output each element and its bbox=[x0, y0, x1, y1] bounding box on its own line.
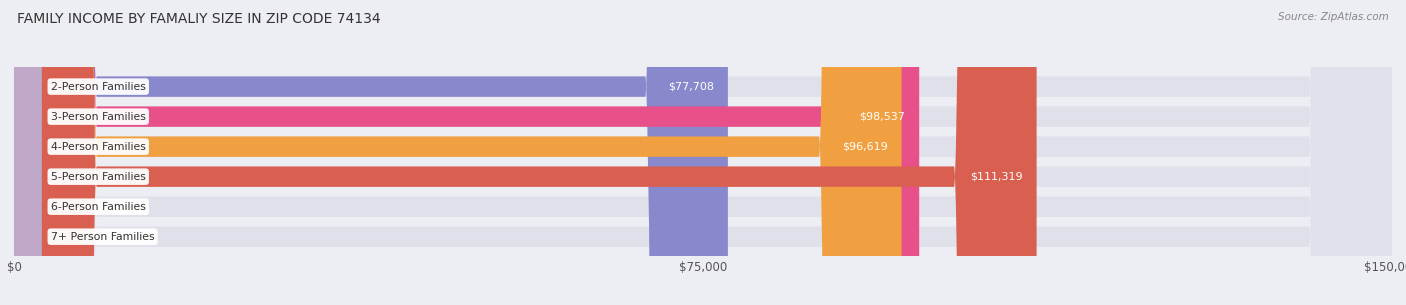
FancyBboxPatch shape bbox=[14, 0, 1392, 305]
FancyBboxPatch shape bbox=[14, 0, 1392, 305]
Text: 2-Person Families: 2-Person Families bbox=[51, 82, 146, 92]
FancyBboxPatch shape bbox=[14, 0, 1036, 305]
Text: $77,708: $77,708 bbox=[668, 82, 714, 92]
Text: Source: ZipAtlas.com: Source: ZipAtlas.com bbox=[1278, 12, 1389, 22]
FancyBboxPatch shape bbox=[14, 0, 42, 305]
Text: 4-Person Families: 4-Person Families bbox=[51, 142, 146, 152]
Text: $98,537: $98,537 bbox=[859, 112, 905, 122]
Text: 6-Person Families: 6-Person Families bbox=[51, 202, 146, 212]
FancyBboxPatch shape bbox=[14, 0, 42, 305]
FancyBboxPatch shape bbox=[14, 0, 920, 305]
Text: $0: $0 bbox=[46, 202, 60, 212]
Text: 5-Person Families: 5-Person Families bbox=[51, 172, 146, 182]
Text: 3-Person Families: 3-Person Families bbox=[51, 112, 146, 122]
FancyBboxPatch shape bbox=[14, 0, 1392, 305]
Text: $111,319: $111,319 bbox=[970, 172, 1022, 182]
FancyBboxPatch shape bbox=[14, 0, 901, 305]
FancyBboxPatch shape bbox=[14, 0, 728, 305]
FancyBboxPatch shape bbox=[14, 0, 1392, 305]
Text: FAMILY INCOME BY FAMALIY SIZE IN ZIP CODE 74134: FAMILY INCOME BY FAMALIY SIZE IN ZIP COD… bbox=[17, 12, 381, 26]
FancyBboxPatch shape bbox=[14, 0, 1392, 305]
Text: $96,619: $96,619 bbox=[842, 142, 887, 152]
Text: $0: $0 bbox=[46, 232, 60, 242]
Text: 7+ Person Families: 7+ Person Families bbox=[51, 232, 155, 242]
FancyBboxPatch shape bbox=[14, 0, 1392, 305]
